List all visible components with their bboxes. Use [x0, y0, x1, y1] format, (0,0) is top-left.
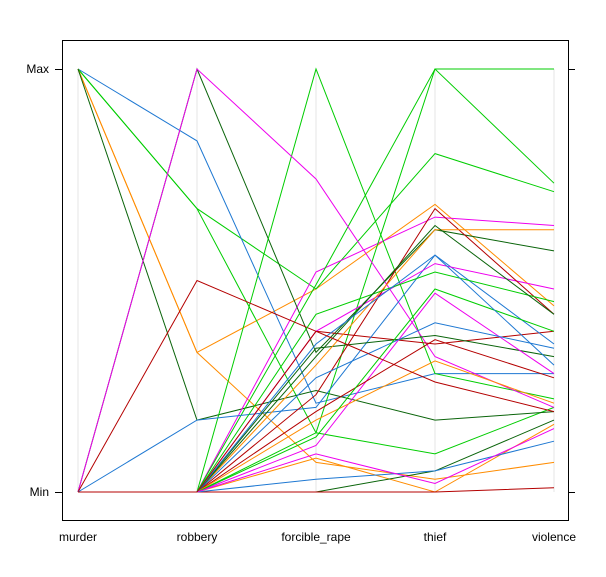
x-axis-label-murder: murder — [59, 530, 97, 544]
series-line-6 — [77, 68, 555, 421]
series-line-32 — [78, 330, 555, 493]
series-line-15 — [77, 254, 555, 493]
series-line-12 — [77, 68, 555, 493]
x-axis-label-violence: violence — [532, 530, 576, 544]
x-axis-label-thief: thief — [424, 530, 447, 544]
axis-gridlines — [77, 69, 555, 492]
x-axis-label-forcible-rape: forcible_rape — [281, 530, 351, 544]
y-tick-label-min: Min — [30, 485, 49, 499]
y-tick-label-max: Max — [26, 62, 49, 76]
plot-frame — [62, 40, 569, 521]
x-axis-label-robbery: robbery — [177, 530, 218, 544]
x-axis-labels: murder robbery forcible_rape thief violence — [59, 530, 576, 544]
series-line-5 — [77, 68, 555, 480]
y-ticks: Max Min — [26, 62, 575, 499]
series-lines — [77, 67, 555, 493]
